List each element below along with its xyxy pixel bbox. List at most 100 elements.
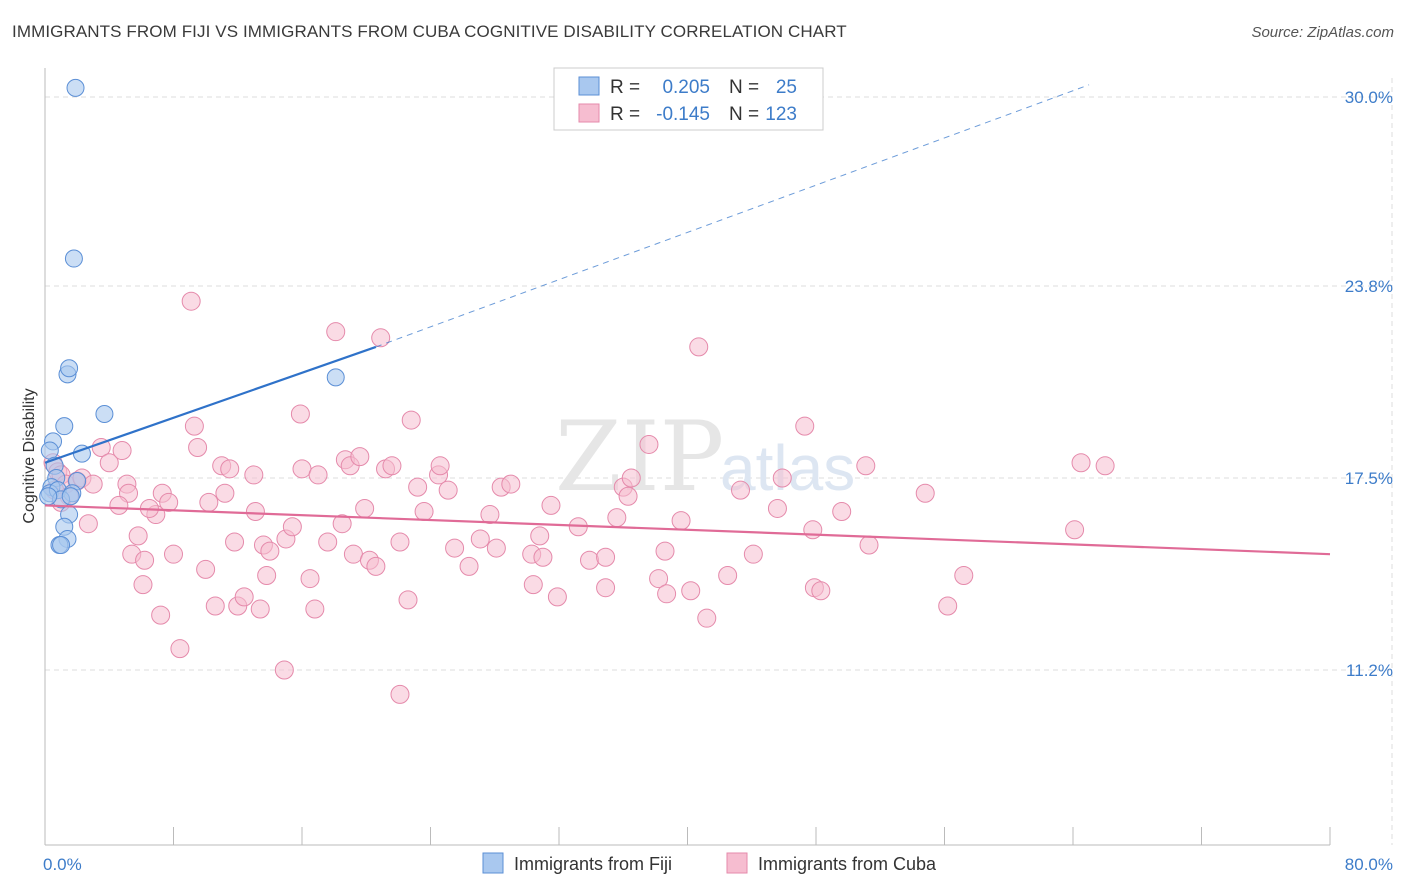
legend-n-value-cuba: 123: [765, 104, 797, 125]
cuba-point-15: [109, 495, 129, 515]
fiji-point-3: [60, 359, 79, 378]
fiji-point-6: [55, 417, 74, 436]
cuba-point-31: [199, 492, 219, 512]
watermark-zip: ZIP: [555, 401, 724, 513]
fiji-point-23: [52, 536, 71, 555]
series-legend: Immigrants from Fiji Immigrants from Cub…: [482, 852, 937, 874]
cuba-point-63: [366, 556, 386, 576]
watermark: ZIP atlas: [555, 401, 855, 513]
cuba-point-68: [398, 590, 418, 610]
fiji-point-0: [66, 78, 85, 97]
fiji-point-9: [40, 441, 59, 460]
cuba-point-79: [480, 505, 500, 525]
cuba-point-24: [164, 544, 183, 564]
legend-r-value-fiji: 0.205: [662, 77, 710, 98]
cuba-point-9: [83, 474, 103, 494]
cuba-point-53: [305, 599, 325, 619]
cuba-point-97: [639, 434, 659, 454]
cuba-point-98: [655, 541, 675, 561]
cuba-point-86: [541, 495, 561, 515]
fiji-point-4: [326, 368, 345, 387]
cuba-point-78: [470, 529, 490, 549]
cuba-point-70: [401, 410, 421, 430]
series-legend-swatch-fiji: [482, 852, 504, 874]
cuba-point-113: [811, 581, 831, 601]
cuba-point-93: [607, 508, 627, 528]
axes: [44, 68, 1331, 846]
cuba-point-59: [350, 447, 370, 467]
cuba-point-18: [128, 526, 148, 546]
cuba-point-46: [260, 541, 280, 561]
cuba-point-87: [533, 547, 553, 567]
cuba-point-27: [170, 639, 190, 659]
cuba-point-71: [408, 477, 428, 497]
cuba-trend-line: [44, 504, 1331, 556]
cuba-point-100: [657, 584, 677, 604]
cuba-point-50: [292, 459, 312, 479]
cuba-point-33: [205, 596, 225, 616]
cuba-point-108: [767, 498, 787, 518]
cuba-point-47: [282, 517, 302, 537]
cuba-point-121: [1095, 456, 1115, 476]
cuba-point-109: [772, 468, 792, 488]
cuba-point-115: [856, 456, 876, 476]
cuba-point-29: [184, 416, 204, 436]
cuba-point-88: [547, 587, 567, 607]
fiji-point-5: [95, 404, 114, 423]
legend-r-label-cuba: R =: [610, 104, 640, 125]
cuba-point-49: [290, 404, 310, 424]
cuba-point-30: [188, 438, 208, 458]
cuba-point-90: [580, 550, 600, 570]
cuba-point-101: [671, 511, 691, 531]
cuba-point-41: [245, 502, 265, 522]
fiji-point-18: [61, 487, 80, 506]
y-tick-label-0: 11.2%: [1346, 661, 1393, 680]
legend-n-value-fiji: 25: [776, 77, 797, 98]
series-fiji-points: [39, 78, 345, 555]
cuba-point-40: [244, 465, 264, 485]
x-tick-label-0: 0.0%: [43, 855, 82, 874]
y-tick-labels: 11.2% 17.5% 23.8% 30.0%: [1345, 88, 1393, 680]
cuba-point-56: [332, 514, 352, 534]
cuba-point-64: [371, 328, 391, 348]
cuba-point-26: [151, 605, 171, 625]
cuba-point-66: [382, 456, 402, 476]
cuba-point-48: [274, 660, 294, 680]
cuba-point-36: [215, 483, 235, 503]
cuba-point-106: [731, 480, 751, 500]
legend-swatch-cuba: [578, 103, 600, 123]
chart-source: Source: ZipAtlas.com: [1251, 24, 1394, 41]
cuba-point-35: [220, 459, 240, 479]
x-tick-labels: 0.0% 80.0%: [43, 855, 1393, 874]
trend-lines: [44, 84, 1331, 556]
cuba-point-72: [414, 502, 434, 522]
series-legend-label-fiji: Immigrants from Fiji: [514, 854, 672, 874]
cuba-point-39: [234, 587, 254, 607]
cuba-point-11: [99, 453, 119, 473]
y-axis-label: Cognitive Disability: [21, 388, 38, 523]
fiji-trend-line: [44, 345, 377, 464]
cuba-point-105: [718, 566, 738, 586]
cuba-point-44: [250, 599, 270, 619]
cuba-point-67: [390, 532, 410, 552]
cuba-point-104: [697, 608, 717, 628]
cuba-point-120: [1071, 453, 1091, 473]
series-legend-swatch-cuba: [726, 852, 748, 874]
series-legend-label-cuba: Immigrants from Cuba: [758, 854, 937, 874]
cuba-point-54: [318, 532, 338, 552]
legend-r-label-fiji: R =: [610, 77, 640, 98]
cuba-point-114: [832, 502, 852, 522]
cuba-point-99: [649, 569, 669, 589]
cuba-point-112: [803, 520, 823, 540]
cuba-point-82: [501, 474, 521, 494]
fiji-point-24: [39, 487, 58, 506]
cuba-point-107: [743, 544, 763, 564]
cuba-point-55: [326, 322, 346, 342]
cuba-point-25: [133, 575, 153, 595]
cuba-point-83: [523, 575, 543, 595]
cuba-point-118: [954, 566, 974, 586]
cuba-point-110: [795, 416, 815, 436]
chart-title: IMMIGRANTS FROM FIJI VS IMMIGRANTS FROM …: [12, 22, 847, 41]
correlation-legend: R = 0.205 N = 25 R = -0.145 N = 123: [553, 67, 824, 131]
x-tick-label-1: 80.0%: [1345, 855, 1393, 874]
